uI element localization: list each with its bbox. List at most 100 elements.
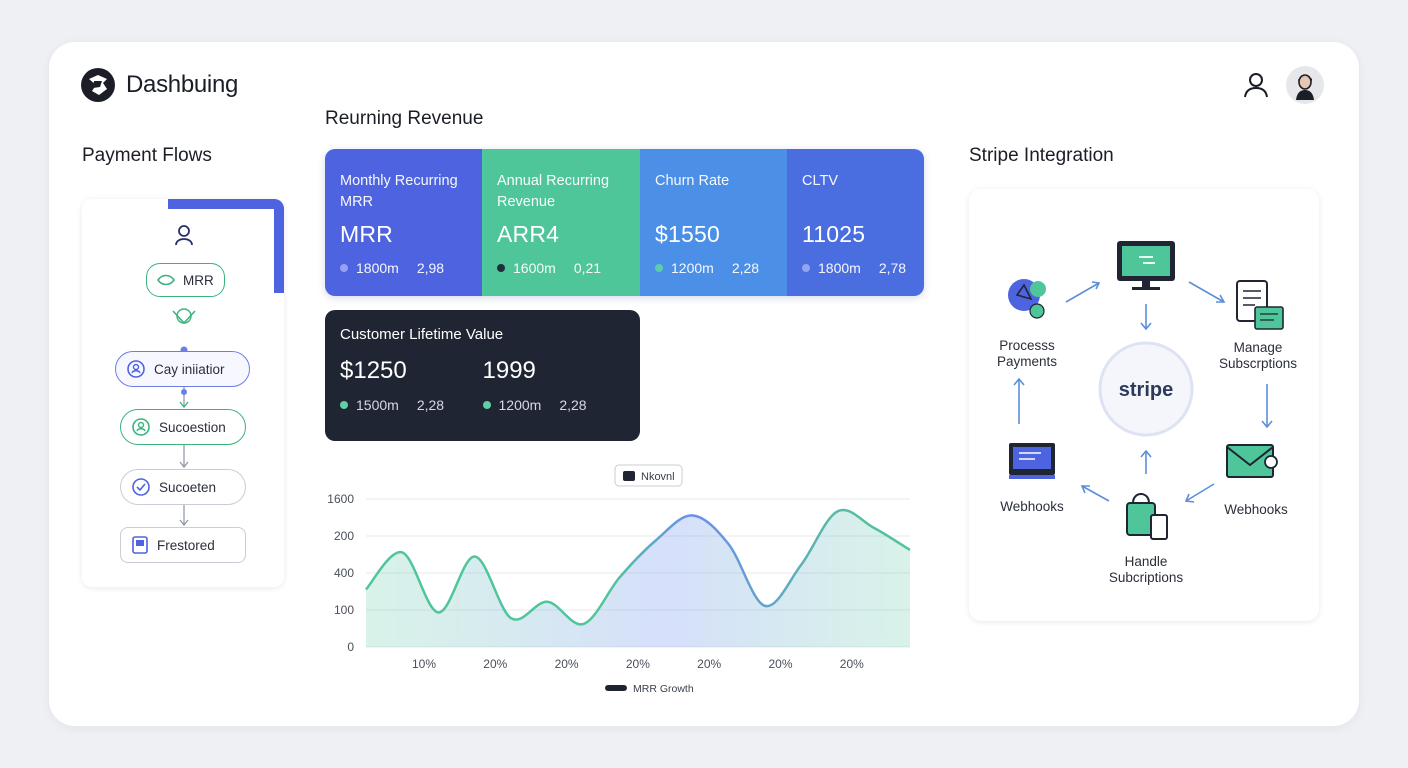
node-label-manage-subscriptions: Manage Subscrptions (1207, 340, 1309, 372)
gear-cluster-icon[interactable] (1008, 279, 1046, 319)
status-dot (802, 264, 810, 272)
header-actions (1240, 66, 1324, 104)
metric-sub2: 2,98 (416, 260, 445, 276)
legend-bottom[interactable]: MRR Growth (605, 683, 694, 695)
metric-label: Annual Recurring Revenue (497, 173, 610, 210)
payment-flows-card: MRR Cay iniiatior Sucoestion Sucoeten Fr… (82, 199, 284, 587)
flow-step-label: Frestored (157, 537, 215, 553)
x-tick-label: 10% (412, 657, 436, 671)
brand[interactable]: Dashbuing (80, 67, 238, 103)
monitor-icon[interactable] (1117, 241, 1175, 290)
avatar-person-icon (1296, 74, 1314, 100)
card-accent (168, 199, 284, 293)
node-label-webhooks-left: Webhooks (987, 499, 1077, 515)
metric-value: 11025 (802, 221, 866, 247)
flow-step-initiation[interactable]: Cay iniiatior (115, 351, 250, 387)
flow-step-label: Cay iniiatior (154, 361, 225, 377)
status-dot (482, 401, 491, 409)
clv-col-2: 1999 1200m 2,28 (482, 357, 626, 413)
mrr-chart: 1600 200 400 100 0 10% 20% 20% 20% 20% 20% 20% Nko… (320, 462, 920, 702)
clv-col-1: $1250 1500m 2,28 (340, 357, 483, 413)
x-tick-label: 20% (555, 657, 579, 671)
lock-phone-icon[interactable] (1126, 493, 1168, 540)
avatar[interactable] (1286, 66, 1324, 104)
metric-value: MRR (340, 221, 393, 247)
metric-sub1: 1600m (513, 260, 556, 276)
stripe-center-label: stripe (1119, 379, 1173, 401)
node-label-text: Webhooks (1224, 502, 1288, 517)
mrr-chart-svg: 1600 200 400 100 0 10% 20% 20% 20% 20% 20% 20% Nko… (327, 464, 911, 695)
legend-bottom-label: MRR Growth (633, 683, 694, 695)
revenue-title: Reurning Revenue (325, 108, 484, 129)
check-circle-icon (132, 478, 150, 496)
stripe-card: stripe (969, 189, 1319, 621)
metric-card-cltv[interactable]: CLTV 11025 1800m 2,78 (787, 149, 924, 296)
clv-sub: 1200m 2,28 (482, 397, 626, 413)
node-label-text: Handle Subcriptions (1108, 554, 1184, 585)
metric-value: ARR4 (497, 221, 560, 247)
metric-label: CLTV (802, 173, 838, 189)
node-label-handle-subscriptions: Handle Subcriptions (1093, 554, 1199, 586)
clv-row: $1250 1500m 2,28 1999 1200m 2,28 (340, 357, 625, 413)
status-dot (340, 401, 348, 409)
metric-sub1: 1800m (818, 260, 861, 276)
x-tick-label: 20% (626, 657, 650, 671)
flow-step-label: MRR (183, 272, 214, 288)
y-tick-label: 0 (347, 640, 354, 654)
legend-top[interactable]: Nkovnl (614, 464, 683, 487)
metric-sub: 1800m 2,78 (802, 260, 910, 276)
status-dot (340, 264, 348, 272)
metric-sub: 1600m 0,21 (497, 260, 626, 276)
flow-step-label: Sucoeten (159, 479, 217, 495)
desktop-icon[interactable] (1009, 443, 1055, 479)
flow-step-success[interactable]: Sucoestion (120, 409, 246, 445)
stripe-title: Stripe Integration (969, 145, 1114, 166)
app-name: Dashbuing (126, 71, 239, 98)
metric-sub1: 1800m (356, 260, 399, 276)
y-tick-label: 200 (334, 529, 354, 543)
node-label-text: Manage Subscrptions (1218, 340, 1298, 371)
stripe-center-circle (1098, 341, 1194, 437)
metric-sub2: 2,28 (731, 260, 760, 276)
status-dot (497, 264, 505, 272)
metric-sub1: 1200m (671, 260, 714, 276)
metric-sub2: 2,78 (878, 260, 907, 276)
document-list-icon[interactable] (1236, 280, 1284, 330)
flow-step-restored[interactable]: Frestored (120, 527, 246, 563)
flow-step-mrr[interactable]: MRR (146, 263, 225, 297)
document-icon (132, 536, 148, 554)
person-icon (132, 418, 150, 436)
flow-step-completed[interactable]: Sucoeten (120, 469, 246, 505)
clv-value: $1250 (340, 357, 407, 384)
brand-logo-icon (81, 68, 115, 102)
clv-sub1: 1200m (498, 397, 542, 413)
envelope-icon[interactable] (1226, 444, 1278, 478)
eye-icon (157, 274, 175, 286)
metric-card-mrr[interactable]: Monthly Recurring MRR MRR 1800m 2,98 (325, 149, 482, 296)
metric-sub: 1200m 2,28 (655, 260, 773, 276)
x-tick-label: 20% (840, 657, 864, 671)
legend-top-label: Nkovnl (641, 471, 675, 483)
clv-sub: 1500m 2,28 (340, 397, 483, 413)
metric-card-churn[interactable]: Churn Rate $1550 1200m 2,28 (640, 149, 787, 296)
metric-sub: 1800m 2,98 (340, 260, 468, 276)
metric-card-arr[interactable]: Annual Recurring Revenue ARR4 1600m 0,21 (482, 149, 640, 296)
x-tick-label: 20% (483, 657, 507, 671)
clv-sub2: 2,28 (559, 397, 587, 413)
clv-sub1: 1500m (356, 397, 399, 413)
payment-flows-title: Payment Flows (82, 145, 212, 166)
metrics-strip: Monthly Recurring MRR MRR 1800m 2,98 Ann… (325, 149, 924, 296)
stripe-diagram: stripe (1008, 241, 1284, 540)
metric-value: $1550 (655, 221, 720, 247)
metric-sub2: 0,21 (573, 260, 602, 276)
node-label-webhooks-right: Webhooks (1209, 502, 1303, 518)
node-label-text: Processs Payments (996, 338, 1058, 369)
y-tick-label: 100 (334, 603, 354, 617)
x-tick-label: 20% (697, 657, 721, 671)
y-tick-label: 400 (334, 566, 354, 580)
flow-step-label: Sucoestion (159, 419, 226, 435)
mrr-series-line (365, 508, 911, 626)
metric-label: Churn Rate (655, 173, 730, 189)
clv-card[interactable]: Customer Lifetime Value $1250 1500m 2,28… (325, 310, 640, 441)
user-outline-icon[interactable] (1240, 69, 1272, 101)
